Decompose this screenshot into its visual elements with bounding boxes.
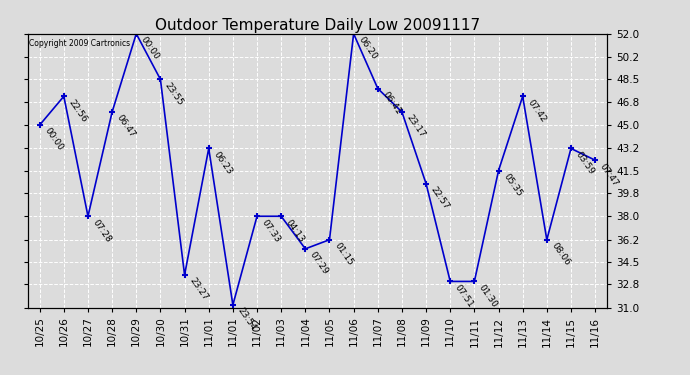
- Text: 07:42: 07:42: [526, 98, 548, 124]
- Text: 06:23: 06:23: [212, 150, 234, 176]
- Text: 23:27: 23:27: [188, 276, 210, 303]
- Text: 03:59: 03:59: [574, 150, 596, 176]
- Text: 06:20: 06:20: [357, 35, 379, 62]
- Text: 22:57: 22:57: [429, 185, 451, 211]
- Text: 06:41: 06:41: [381, 90, 403, 116]
- Text: 01:15: 01:15: [333, 241, 355, 267]
- Text: 00:00: 00:00: [139, 35, 161, 62]
- Text: 23:55: 23:55: [164, 81, 186, 107]
- Text: 22:56: 22:56: [67, 98, 89, 124]
- Text: 23:17: 23:17: [405, 113, 427, 140]
- Text: 07:29: 07:29: [308, 250, 331, 276]
- Text: Copyright 2009 Cartronics: Copyright 2009 Cartronics: [29, 39, 130, 48]
- Text: 08:06: 08:06: [550, 241, 572, 267]
- Title: Outdoor Temperature Daily Low 20091117: Outdoor Temperature Daily Low 20091117: [155, 18, 480, 33]
- Text: 07:47: 07:47: [598, 162, 620, 188]
- Text: 23:54: 23:54: [236, 306, 258, 332]
- Text: 05:35: 05:35: [502, 172, 524, 198]
- Text: 00:00: 00:00: [43, 126, 65, 153]
- Text: 07:51: 07:51: [453, 283, 475, 309]
- Text: 06:47: 06:47: [115, 113, 137, 140]
- Text: 07:33: 07:33: [260, 217, 282, 244]
- Text: 04:13: 04:13: [284, 217, 306, 244]
- Text: 07:28: 07:28: [91, 217, 113, 244]
- Text: 01:30: 01:30: [477, 283, 500, 309]
